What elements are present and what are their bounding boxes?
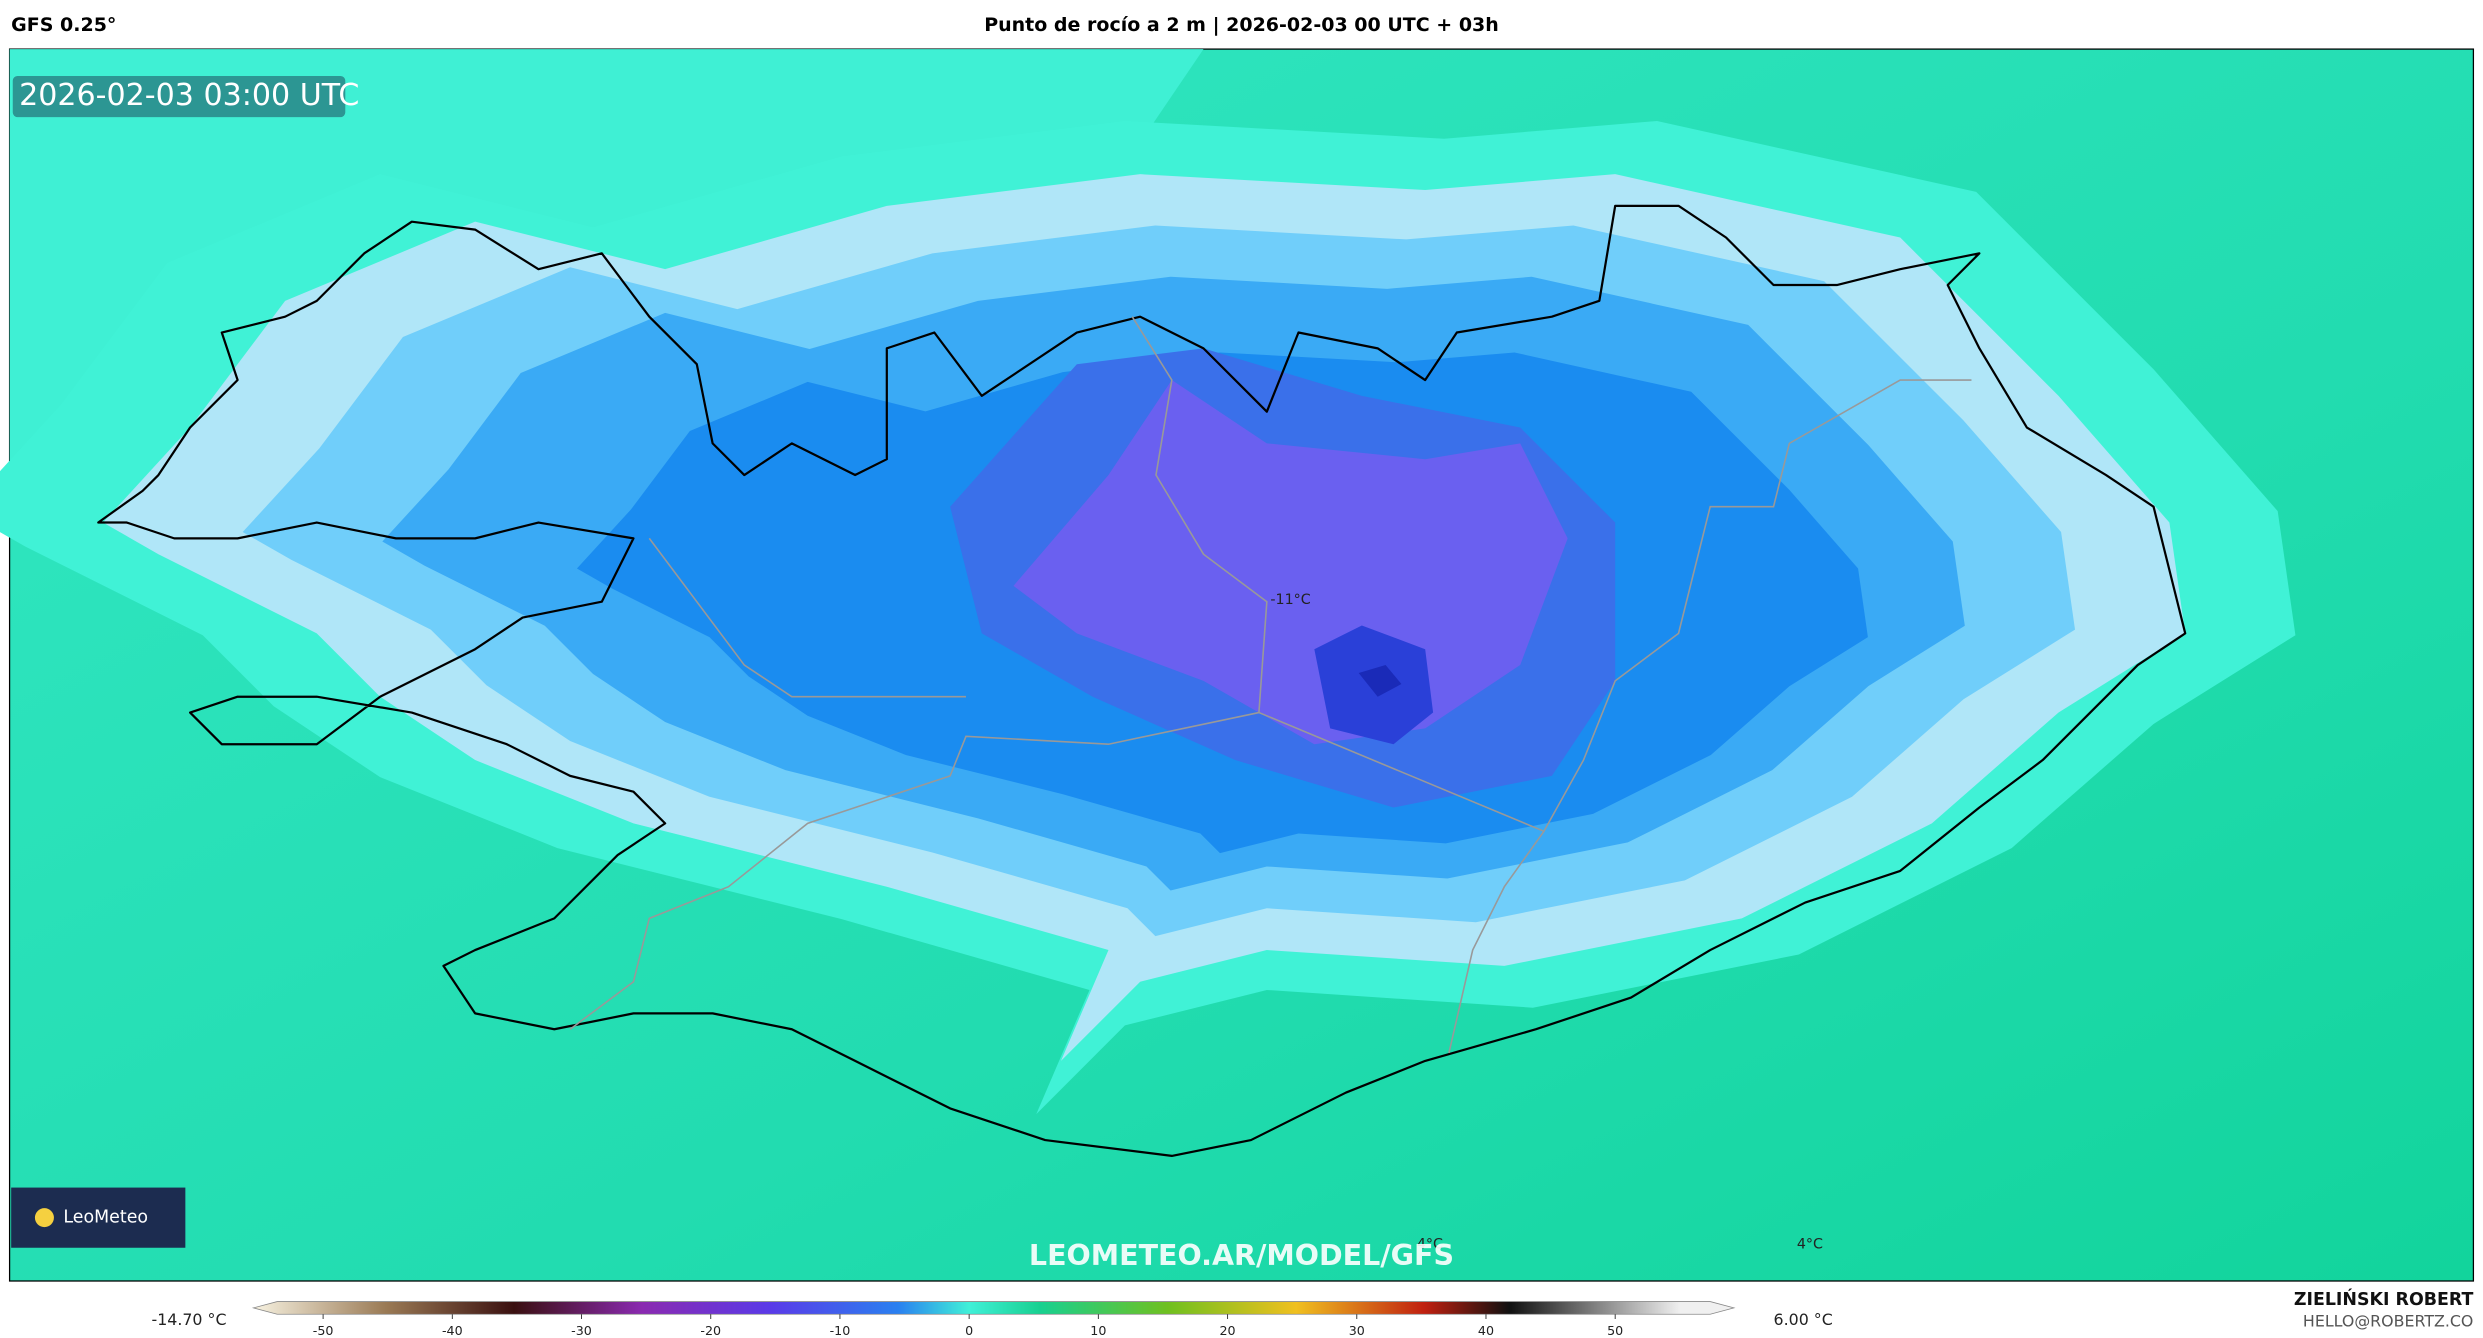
colorbar-tick-label: 10 <box>1090 1323 1106 1338</box>
map: -11°C 4°C 4°C 2026-02-03 03:00 UTC LEOME… <box>0 48 2475 1282</box>
colorbar-tick-label: -40 <box>442 1323 463 1338</box>
colorbar-max: 6.00 °C <box>1774 1310 1833 1329</box>
colorbar-tick-label: 40 <box>1478 1323 1494 1338</box>
colorbar-tick-label: -30 <box>571 1323 592 1338</box>
timestamp: 2026-02-03 03:00 UTC <box>19 78 359 113</box>
colorbar-tick-label: 20 <box>1220 1323 1236 1338</box>
author: ZIELIŃSKI ROBERT <box>2294 1288 2474 1310</box>
colorbar-tick-label: -20 <box>700 1323 721 1338</box>
contour <box>1358 665 1402 697</box>
colorbar-tick-label: -50 <box>313 1323 334 1338</box>
timestamp-box <box>12 76 346 118</box>
colorbar-min: -14.70 °C <box>151 1310 226 1329</box>
email: HELLO@ROBERTZ.CO <box>2303 1312 2473 1331</box>
colorbar-tick-label: 30 <box>1349 1323 1365 1338</box>
contours <box>0 120 2296 1115</box>
coastline <box>97 204 2187 1158</box>
logo-sun <box>34 1208 54 1228</box>
colorbar-tick-label: 50 <box>1607 1323 1623 1338</box>
logo: LeoMeteo <box>63 1208 148 1228</box>
road <box>569 316 1972 1054</box>
colorbar-tick-label: -10 <box>830 1323 851 1338</box>
contour <box>1013 380 1568 745</box>
colorbar: -14.70 °C 6.00 °C -50 -40 -30 -20 -10 0 10 20 30… <box>151 1301 1833 1338</box>
map-title: Punto de rocío a 2 m | 2026-02-03 00 UTC… <box>984 14 1499 36</box>
contour-label: -11°C <box>1270 592 1310 608</box>
colorbar-tick-label: 0 <box>965 1323 973 1338</box>
contour-label: 4°C <box>1797 1237 1823 1253</box>
contour-label: 4°C <box>1417 1237 1443 1253</box>
watermark: LEOMETEO.AR/MODEL/GFS <box>1029 1239 1454 1272</box>
model-label: GFS 0.25° <box>11 14 116 36</box>
colorbar-scale <box>251 1301 1736 1315</box>
